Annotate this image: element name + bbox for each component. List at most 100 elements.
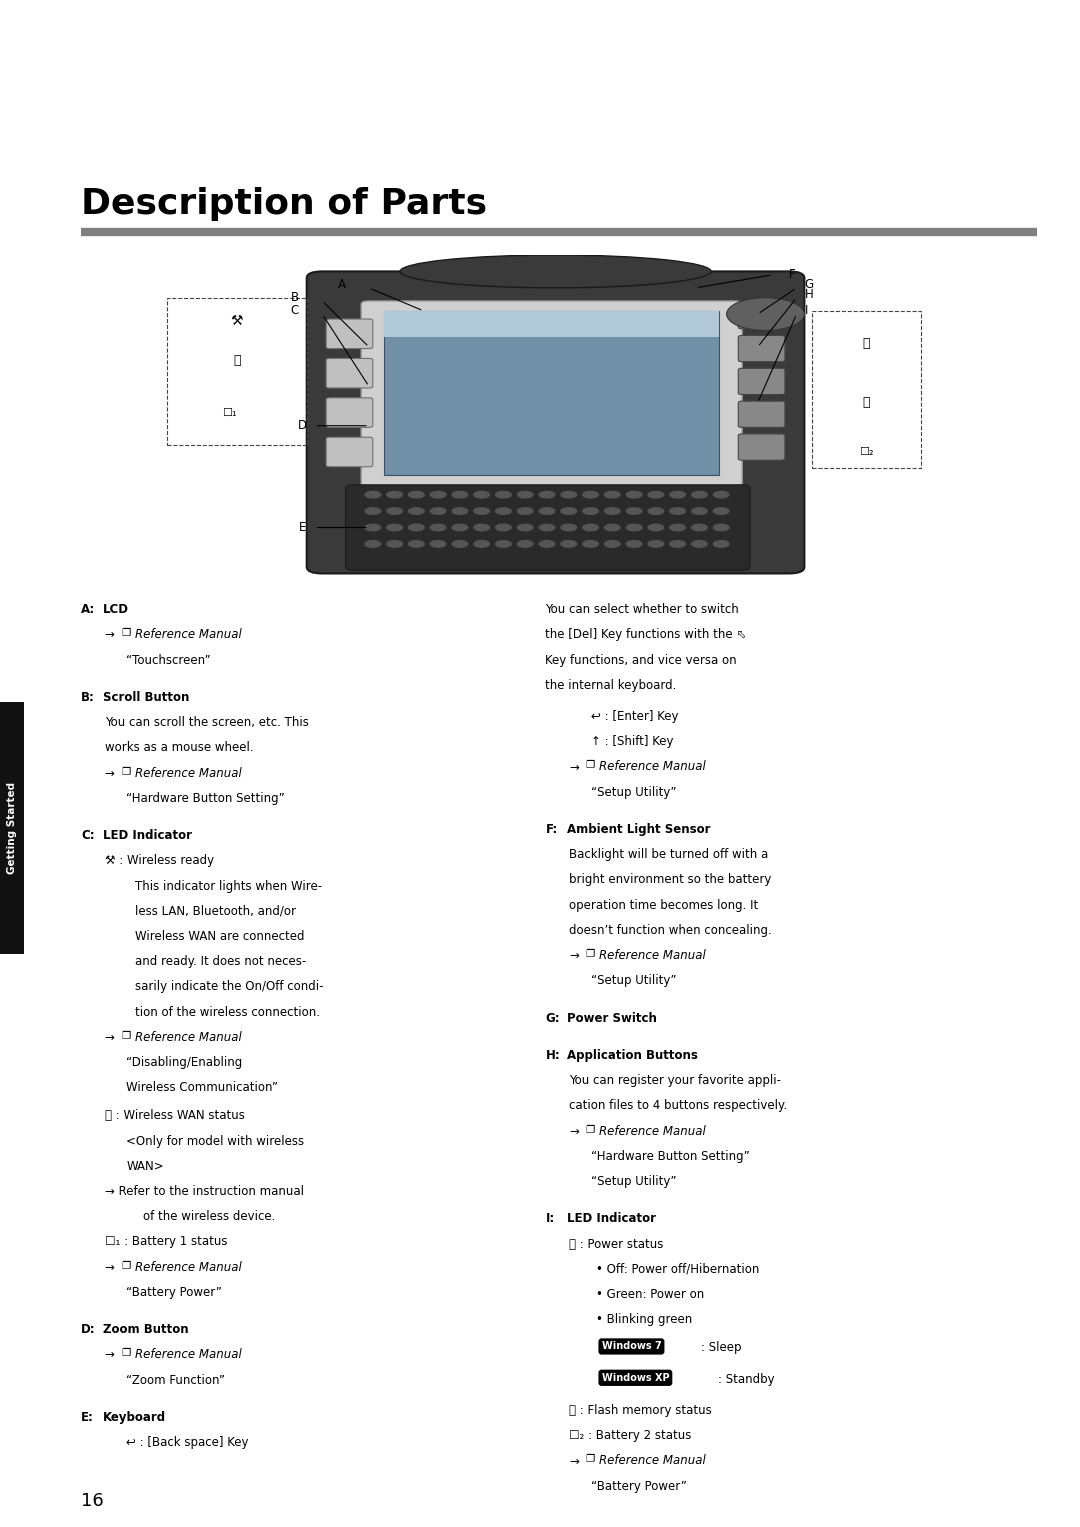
Text: Reference Manual: Reference Manual	[599, 1124, 706, 1138]
Text: F: F	[788, 269, 796, 281]
Text: →: →	[569, 760, 579, 774]
Circle shape	[496, 541, 511, 547]
Text: You can register your favorite appli-: You can register your favorite appli-	[569, 1075, 781, 1087]
Circle shape	[561, 524, 577, 531]
Text: • Green: Power on: • Green: Power on	[596, 1289, 704, 1301]
Circle shape	[474, 508, 489, 515]
Text: →: →	[569, 1124, 579, 1138]
Text: “Hardware Button Setting”: “Hardware Button Setting”	[591, 1150, 750, 1164]
Circle shape	[517, 524, 534, 531]
Circle shape	[517, 508, 534, 515]
Text: : Sleep: : Sleep	[701, 1342, 742, 1354]
Text: →: →	[105, 767, 114, 780]
Text: ❐: ❐	[121, 1031, 131, 1041]
Text: and ready. It does not neces-: and ready. It does not neces-	[135, 956, 307, 968]
Text: H: H	[805, 289, 813, 301]
Text: 16: 16	[81, 1492, 104, 1510]
Text: “Setup Utility”: “Setup Utility”	[591, 974, 676, 988]
Circle shape	[714, 524, 729, 531]
Circle shape	[453, 508, 468, 515]
Text: bright environment so the battery: bright environment so the battery	[569, 873, 771, 887]
Circle shape	[387, 524, 403, 531]
Text: WAN>: WAN>	[126, 1161, 164, 1173]
Text: the internal keyboard.: the internal keyboard.	[545, 678, 677, 692]
Text: → Refer to the instruction manual: → Refer to the instruction manual	[105, 1185, 303, 1199]
Text: E:: E:	[81, 1411, 94, 1425]
Text: “Zoom Function”: “Zoom Function”	[126, 1374, 226, 1387]
Text: Scroll Button: Scroll Button	[103, 690, 189, 704]
FancyBboxPatch shape	[739, 402, 785, 428]
Circle shape	[408, 492, 424, 498]
FancyBboxPatch shape	[739, 302, 785, 328]
Circle shape	[496, 492, 511, 498]
Text: ❐: ❐	[585, 948, 595, 959]
Circle shape	[430, 508, 446, 515]
Circle shape	[430, 524, 446, 531]
Text: • Off: Power off/Hibernation: • Off: Power off/Hibernation	[596, 1263, 759, 1277]
Circle shape	[691, 508, 707, 515]
Text: • Blinking green: • Blinking green	[596, 1313, 692, 1327]
Circle shape	[605, 524, 620, 531]
Circle shape	[365, 492, 380, 498]
Circle shape	[691, 524, 707, 531]
FancyBboxPatch shape	[326, 319, 373, 348]
Text: “Battery Power”: “Battery Power”	[126, 1286, 222, 1299]
Text: Getting Started: Getting Started	[6, 782, 17, 875]
Text: Reference Manual: Reference Manual	[599, 1454, 706, 1467]
FancyBboxPatch shape	[361, 301, 742, 489]
Circle shape	[583, 524, 598, 531]
Text: A: A	[338, 278, 346, 292]
Circle shape	[583, 541, 598, 547]
Text: E: E	[299, 521, 307, 534]
Circle shape	[648, 524, 663, 531]
Text: ❐: ❐	[121, 767, 131, 777]
Text: ⚒ : Wireless ready: ⚒ : Wireless ready	[105, 854, 214, 867]
Circle shape	[648, 492, 663, 498]
Text: B:: B:	[81, 690, 95, 704]
Circle shape	[583, 508, 598, 515]
Text: Ambient Light Sensor: Ambient Light Sensor	[567, 823, 711, 837]
Text: Windows XP: Windows XP	[602, 1373, 670, 1383]
Text: ↑ : [Shift] Key: ↑ : [Shift] Key	[591, 734, 673, 748]
Text: ␥ : Wireless WAN status: ␥ : Wireless WAN status	[105, 1109, 245, 1122]
Text: LED Indicator: LED Indicator	[567, 1212, 656, 1226]
Circle shape	[453, 492, 468, 498]
Circle shape	[408, 541, 424, 547]
Circle shape	[605, 541, 620, 547]
Text: Reference Manual: Reference Manual	[599, 948, 706, 962]
FancyBboxPatch shape	[326, 399, 373, 428]
Circle shape	[561, 541, 577, 547]
Text: →: →	[569, 948, 579, 962]
Text: ❐: ❐	[121, 1348, 131, 1359]
Text: C:: C:	[81, 829, 95, 843]
Circle shape	[714, 541, 729, 547]
Text: Ⓢ : Flash memory status: Ⓢ : Flash memory status	[569, 1405, 712, 1417]
Text: ␥: ␥	[233, 354, 241, 366]
Circle shape	[474, 541, 489, 547]
Circle shape	[408, 524, 424, 531]
Text: This indicator lights when Wire-: This indicator lights when Wire-	[135, 880, 322, 893]
Ellipse shape	[400, 255, 711, 287]
Text: Description of Parts: Description of Parts	[81, 188, 487, 221]
Text: Zoom Button: Zoom Button	[103, 1324, 188, 1336]
Bar	[0, 702, 24, 954]
Text: ❐: ❐	[121, 1261, 131, 1270]
Circle shape	[691, 541, 707, 547]
Text: Ⓟ: Ⓟ	[863, 337, 870, 350]
Circle shape	[496, 508, 511, 515]
FancyBboxPatch shape	[384, 312, 719, 475]
Text: cation files to 4 buttons respectively.: cation files to 4 buttons respectively.	[569, 1099, 787, 1113]
Circle shape	[387, 492, 403, 498]
Circle shape	[474, 492, 489, 498]
FancyBboxPatch shape	[346, 486, 750, 570]
Text: LCD: LCD	[103, 603, 129, 617]
Text: Reference Manual: Reference Manual	[135, 629, 242, 641]
Text: Application Buttons: Application Buttons	[567, 1049, 698, 1063]
Text: You can scroll the screen, etc. This: You can scroll the screen, etc. This	[105, 716, 309, 730]
Text: the [Del] Key functions with the ⬁: the [Del] Key functions with the ⬁	[545, 629, 746, 641]
Circle shape	[605, 492, 620, 498]
Text: I: I	[805, 304, 808, 318]
Circle shape	[670, 524, 686, 531]
Circle shape	[408, 508, 424, 515]
FancyBboxPatch shape	[307, 272, 805, 574]
